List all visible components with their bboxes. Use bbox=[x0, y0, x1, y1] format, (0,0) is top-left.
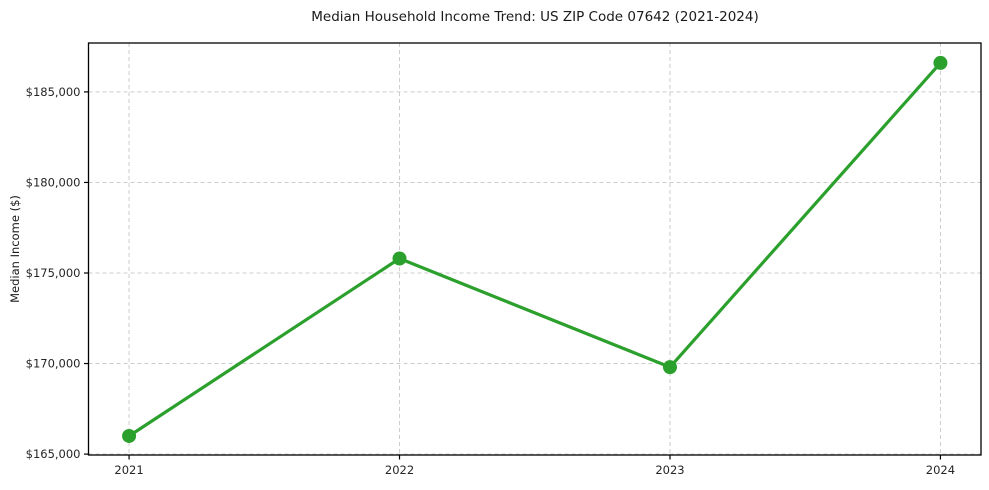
y-tick-label: $180,000 bbox=[26, 175, 81, 189]
data-point-marker bbox=[122, 428, 137, 443]
trend-line-series bbox=[127, 61, 943, 438]
trend-line bbox=[127, 61, 943, 438]
data-points bbox=[122, 55, 948, 443]
tick-labels: 2021 2022 2023 2024 $165,000 $170,000 $175,000… bbox=[26, 85, 955, 477]
plot-frame bbox=[87, 42, 982, 456]
y-axis-label: Median Income ($) bbox=[8, 195, 22, 303]
data-point-marker bbox=[933, 55, 948, 70]
x-tick-label: 2023 bbox=[655, 463, 684, 477]
y-tick-label: $165,000 bbox=[26, 447, 81, 461]
gridlines bbox=[88, 43, 981, 455]
x-tick-label: 2022 bbox=[385, 463, 414, 477]
axis-ticks bbox=[84, 91, 942, 460]
y-tick-label: $185,000 bbox=[26, 85, 81, 99]
data-point-marker bbox=[392, 251, 407, 266]
chart-title: Median Household Income Trend: US ZIP Co… bbox=[311, 9, 759, 25]
y-tick-label: $175,000 bbox=[26, 266, 81, 280]
data-point-marker bbox=[662, 360, 677, 375]
y-tick-label: $170,000 bbox=[26, 357, 81, 371]
x-tick-label: 2024 bbox=[926, 463, 955, 477]
x-tick-label: 2021 bbox=[114, 463, 143, 477]
